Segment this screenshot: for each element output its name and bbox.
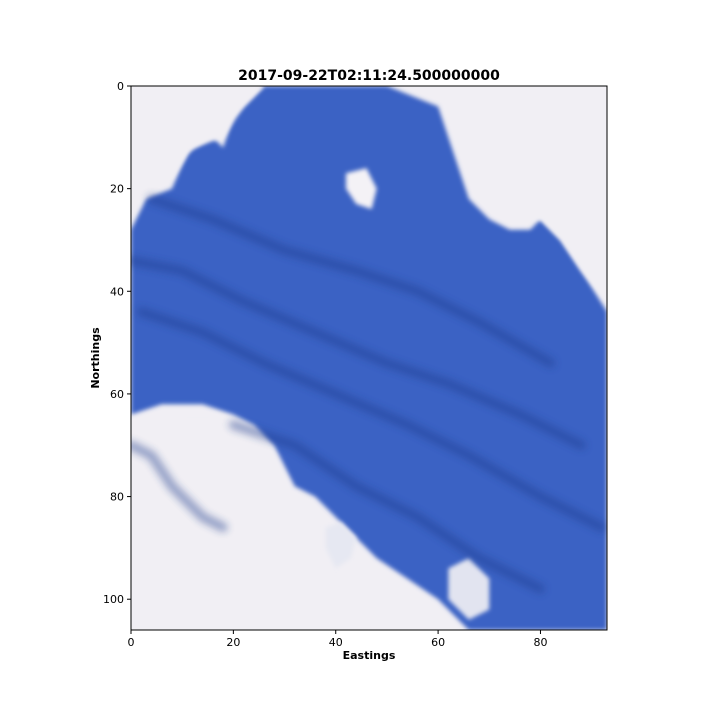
x-tick-label-40: 40 (329, 636, 343, 649)
water-streak-1 (131, 255, 586, 450)
y-axis: 0 20 40 60 80 100 (103, 80, 131, 606)
water-texture-streaks (131, 194, 607, 594)
plot-frame (130, 85, 608, 631)
region-cloud-top-left (131, 86, 265, 210)
y-tick-label-40: 40 (110, 285, 124, 298)
region-cloud-patch-bottom-mid (325, 522, 357, 569)
x-tick-label-60: 60 (431, 636, 445, 649)
chart-title: 2017-09-22T02:11:24.500000000 (238, 68, 500, 84)
water-streak-5 (131, 440, 228, 532)
y-tick-label-0: 0 (117, 80, 124, 93)
y-tick-label-60: 60 (110, 388, 124, 401)
y-tick-label-20: 20 (110, 183, 124, 196)
y-tick-label-80: 80 (110, 491, 124, 504)
water-streak-4 (228, 420, 545, 594)
x-tick-label-20: 20 (226, 636, 240, 649)
plot-area (131, 86, 607, 630)
region-cloud-patch-center (345, 168, 377, 210)
y-axis-label: Northings (89, 327, 102, 389)
x-tick-label-80: 80 (533, 636, 547, 649)
x-axis: 0 20 40 60 80 (128, 630, 547, 649)
x-axis-label: Eastings (343, 649, 396, 662)
region-cloud-lower-left (131, 414, 367, 630)
region-cloud-top-right (438, 86, 607, 302)
y-tick-label-100: 100 (103, 593, 124, 606)
water-streak-3 (146, 194, 556, 368)
region-cloud-patch-bottom-right (448, 558, 490, 620)
water-streak-2 (136, 307, 607, 532)
x-tick-label-0: 0 (128, 636, 135, 649)
